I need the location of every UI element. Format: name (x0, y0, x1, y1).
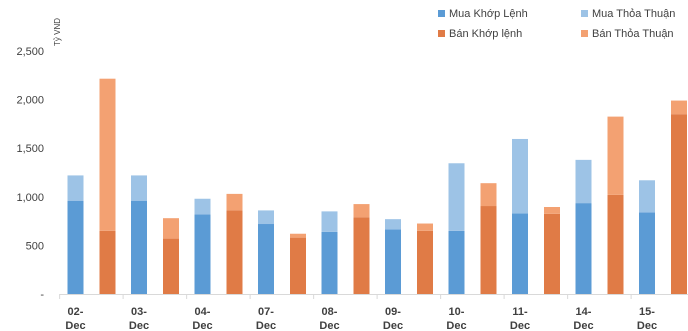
x-tick-label-month: Dec (129, 320, 149, 331)
bar-bán-thoa-thuan (480, 183, 497, 207)
x-tick-label-day: 15- (639, 306, 655, 318)
x-tick-label-month: Dec (65, 320, 85, 331)
bar-mua-thoa-thuan (385, 219, 401, 230)
bar-mua-khop-lenh (385, 229, 401, 294)
bar-bán-thoa-thuan (290, 233, 306, 238)
bar-bán-thoa-thuan (417, 223, 433, 231)
legend-label: Mua Thỏa Thuận (592, 8, 675, 20)
x-tick-label-month: Dec (573, 320, 593, 331)
legend-label: Mua Khớp Lệnh (449, 8, 528, 20)
x-tick-label-day: 07- (258, 306, 274, 318)
y-tick-label: 1,500 (16, 143, 44, 155)
bar-mua-thoa-thuan (194, 198, 211, 215)
bar-bán-khop-lenh (353, 217, 370, 294)
y-tick-label: - (40, 289, 44, 301)
bar-mua-thoa-thuan (131, 175, 147, 201)
y-axis-unit-label: Tỷ VND (53, 18, 62, 46)
bar-mua-khop-lenh (512, 213, 528, 294)
bar-mua-khop-lenh (448, 230, 465, 294)
x-tick-label-day: 10- (449, 306, 465, 318)
x-tick-label-day: 04- (195, 306, 211, 318)
x-tick-label-day: 08- (322, 306, 338, 318)
y-tick-label: 2,500 (16, 46, 44, 58)
bar-mua-khop-lenh (194, 214, 211, 294)
bar-bán-khop-lenh (290, 237, 306, 294)
bar-bán-thoa-thuan (353, 204, 370, 218)
bar-bán-khop-lenh (607, 194, 624, 294)
x-tick-label-month: Dec (192, 320, 212, 331)
x-tick-label-month: Dec (256, 320, 276, 331)
bar-mua-thoa-thuan (321, 211, 338, 232)
bar-mua-khop-lenh (639, 212, 655, 294)
legend-swatch (581, 10, 588, 17)
bar-bán-thoa-thuan (226, 193, 243, 211)
bar-bán-thoa-thuan (163, 218, 179, 239)
bars (67, 78, 687, 295)
bar-mua-khop-lenh (67, 200, 84, 294)
bar-mua-khop-lenh (258, 224, 274, 294)
x-tick-label-day: 11- (512, 306, 528, 318)
bar-mua-thoa-thuan (67, 175, 84, 201)
bar-bán-khop-lenh (480, 206, 497, 294)
bar-mua-thoa-thuan (639, 180, 655, 213)
bar-bán-khop-lenh (417, 230, 433, 294)
x-tick-label-day: 02- (68, 306, 84, 318)
y-axis-ticks: - 500 1,000 1,500 2,000 2,500 (16, 46, 44, 301)
y-tick-label: 500 (26, 240, 44, 252)
x-tick-label-day: 03- (131, 306, 147, 318)
x-tick-label-month: Dec (446, 320, 466, 331)
bar-bán-thoa-thuan (671, 100, 687, 115)
bar-bán-khop-lenh (671, 114, 687, 295)
bar-bán-thoa-thuan (99, 78, 116, 231)
x-tick-label-month: Dec (319, 320, 339, 331)
bar-mua-thoa-thuan (448, 163, 465, 231)
x-tick-label-month: Dec (637, 320, 657, 331)
bar-mua-thoa-thuan (575, 159, 592, 204)
x-tick-label-month: Dec (383, 320, 403, 331)
x-tick-label-day: 14- (576, 306, 592, 318)
bar-bán-khop-lenh (544, 213, 560, 294)
y-tick-label: 1,000 (16, 192, 44, 204)
bar-bán-thoa-thuan (544, 207, 560, 214)
bar-mua-khop-lenh (321, 231, 338, 294)
bar-mua-khop-lenh (575, 203, 592, 294)
bar-mua-khop-lenh (131, 200, 147, 294)
legend-swatch (438, 30, 445, 37)
x-tick-label-day: 09- (385, 306, 401, 318)
x-axis-ticks: 02- Dec 03- Dec 04- Dec 07- Dec 08- Dec 09- Dec 10- D… (59, 294, 657, 331)
legend: Mua Khớp Lệnh Mua Thỏa Thuận Bán Khớp lệnh… (438, 8, 675, 40)
bar-mua-thoa-thuan (258, 210, 274, 225)
legend-swatch (581, 30, 588, 37)
legend-label: Bán Thỏa Thuận (592, 28, 674, 40)
legend-swatch (438, 10, 445, 17)
legend-label: Bán Khớp lệnh (449, 28, 522, 40)
bar-mua-thoa-thuan (512, 138, 528, 214)
x-tick-label-month: Dec (510, 320, 530, 331)
bar-bán-khop-lenh (163, 238, 179, 294)
bar-bán-khop-lenh (226, 210, 243, 294)
y-tick-label: 2,000 (16, 95, 44, 107)
bar-bán-khop-lenh (99, 230, 116, 294)
bar-bán-thoa-thuan (607, 116, 624, 195)
